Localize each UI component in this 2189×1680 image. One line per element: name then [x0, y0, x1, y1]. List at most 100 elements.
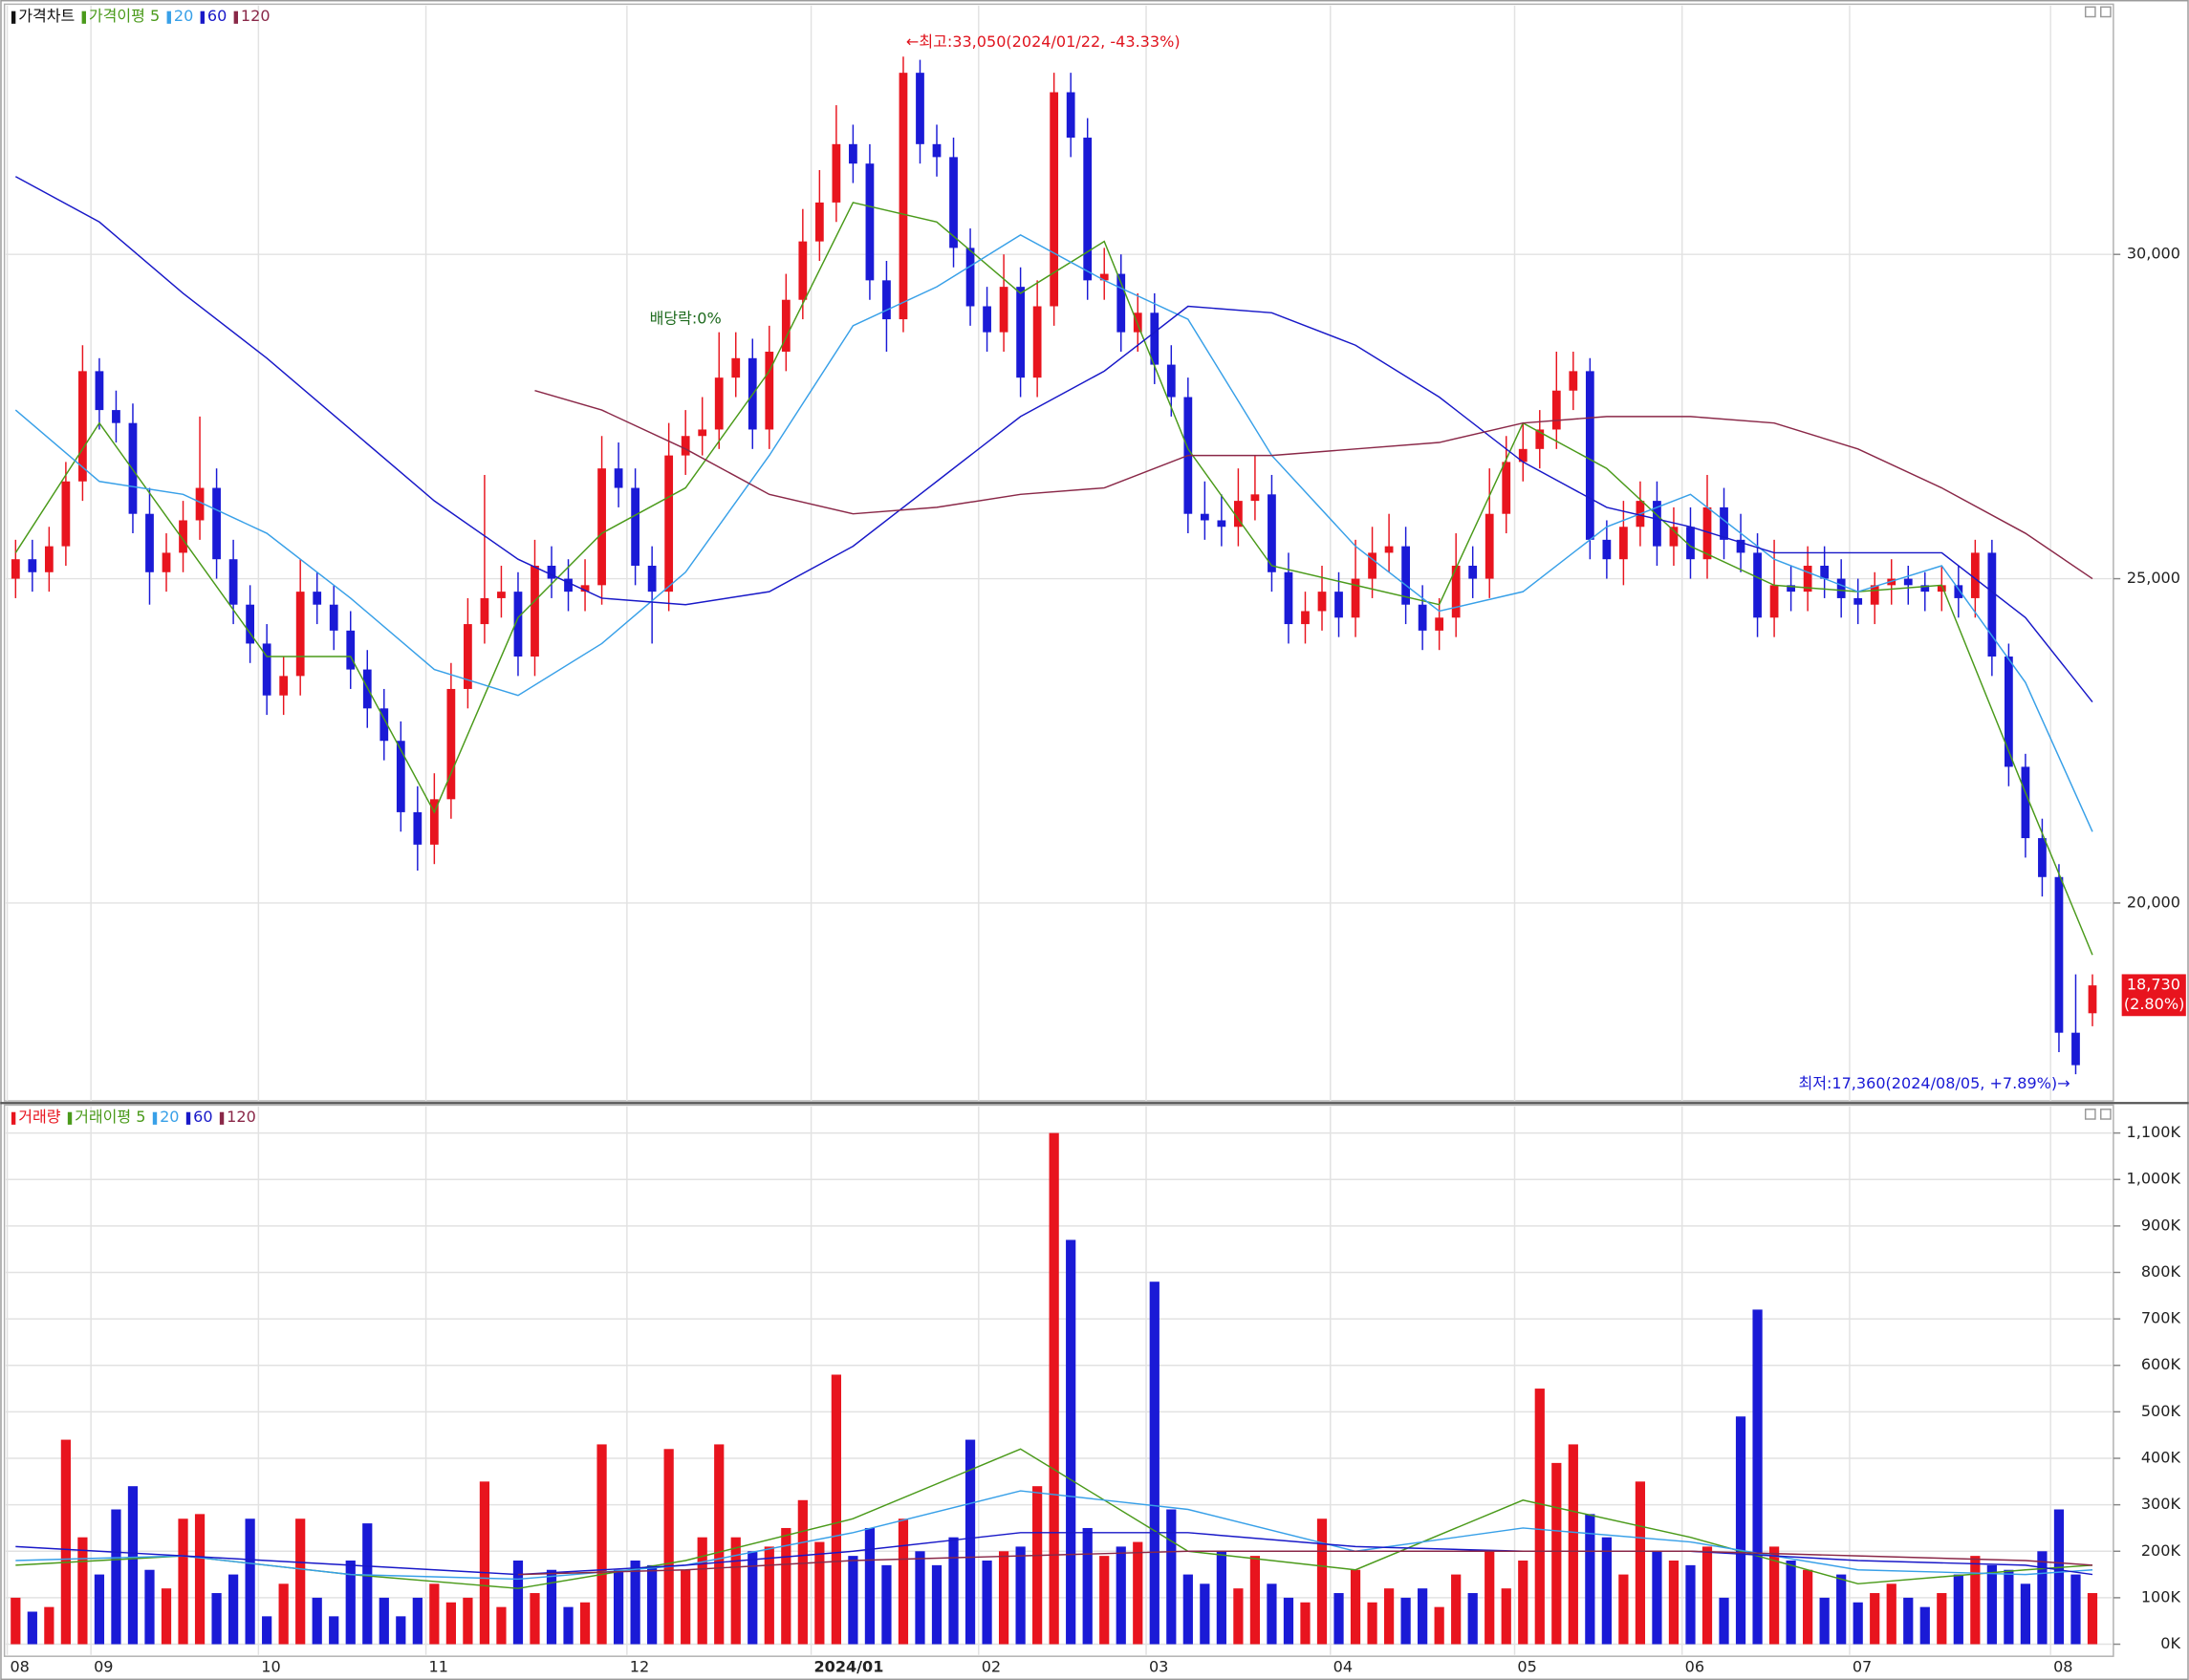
candle-body [78, 371, 87, 482]
panel-button[interactable] [2084, 1109, 2096, 1120]
volume-bar [714, 1444, 725, 1645]
candle-body [1150, 312, 1160, 365]
volume-bar [1032, 1486, 1043, 1645]
candle-body [346, 630, 356, 670]
candle-body [28, 559, 37, 572]
candle-body [279, 676, 289, 696]
x-tick-label: 12 [630, 1657, 649, 1675]
candle-body [2038, 838, 2047, 877]
moving-average-line [15, 1490, 2093, 1581]
candle-body [1535, 429, 1545, 449]
volume-bar [630, 1560, 640, 1645]
volume-bar [1099, 1556, 1110, 1645]
volume-bar [245, 1518, 255, 1645]
volume-bar [848, 1556, 858, 1645]
candle-body [781, 299, 791, 353]
legend-swatch [81, 11, 86, 24]
volume-bar [898, 1518, 909, 1645]
volume-bar [797, 1499, 808, 1645]
volume-bar [228, 1574, 239, 1645]
candle-body [128, 422, 138, 514]
volume-bar [681, 1569, 691, 1645]
candle-body [932, 143, 942, 158]
candle-body [580, 585, 590, 592]
candle-body [949, 157, 958, 248]
volume-bar [1166, 1509, 1177, 1645]
candle-body [1502, 462, 1511, 514]
candle-body [531, 565, 539, 657]
panel-button[interactable] [2084, 6, 2096, 18]
volume-bar [2070, 1574, 2081, 1645]
y-tick-label: 900K [2141, 1216, 2181, 1234]
volume-bar [11, 1597, 21, 1645]
candle-body [497, 592, 506, 598]
y-tick-label: 800K [2141, 1262, 2181, 1281]
volume-bar [1735, 1416, 1746, 1645]
volume-bar [396, 1616, 406, 1645]
volume-bar [1768, 1546, 1780, 1645]
candle-body [1435, 617, 1444, 631]
volume-bar [445, 1602, 456, 1645]
candle-body [1384, 546, 1394, 553]
legend-swatch [185, 1111, 191, 1125]
candle-body [614, 468, 623, 488]
volume-bar [1350, 1569, 1361, 1645]
candle-body [1401, 546, 1410, 605]
x-tick-label: 2024/01 [814, 1657, 884, 1675]
candle-body [1133, 312, 1142, 333]
candle-body [429, 799, 439, 845]
candle-body [983, 306, 991, 333]
candle-body [464, 624, 472, 689]
y-tick-label: 100K [2141, 1587, 2181, 1605]
legend-label: 20 [174, 7, 193, 25]
volume-bar [964, 1439, 976, 1645]
candle-body [1334, 592, 1343, 618]
candle-body [1032, 306, 1042, 378]
volume-bar [1786, 1560, 1796, 1645]
candle-body [1284, 571, 1293, 625]
legend-swatch [11, 1111, 16, 1125]
candle-body [61, 481, 71, 547]
volume-bar [998, 1551, 1009, 1645]
high-annotation: ←최고:33,050(2024/01/22, -43.33%) [906, 32, 1181, 51]
volume-bar [1568, 1444, 1578, 1645]
candle-body [1301, 611, 1310, 625]
candle-body [1803, 565, 1812, 592]
volume-bar [1585, 1514, 1595, 1645]
panel-button[interactable] [2100, 6, 2112, 18]
volume-bar [1434, 1606, 1444, 1645]
candle-body [1720, 506, 1728, 540]
candle-body [1853, 597, 1863, 605]
panel-button[interactable] [2100, 1109, 2112, 1120]
x-tick-label: 06 [1685, 1657, 1704, 1675]
volume-bar [262, 1616, 272, 1645]
volume-bar [864, 1527, 876, 1645]
candle-body [1787, 585, 1795, 592]
candle-body [1116, 273, 1126, 333]
y-tick-label: 400K [2141, 1449, 2181, 1467]
candle-body [329, 604, 338, 631]
volume-bar [211, 1593, 222, 1645]
volume-bar [1870, 1593, 1880, 1645]
volume-bar [429, 1583, 440, 1645]
candle-body [2005, 657, 2013, 767]
candle-body [2021, 766, 2030, 839]
candle-body [1016, 287, 1025, 378]
candle-body [1551, 390, 1561, 430]
volume-bar [463, 1597, 473, 1645]
candle-body [899, 73, 908, 320]
volume-bar [1701, 1546, 1713, 1645]
x-tick-label: 09 [94, 1657, 113, 1675]
volume-bar [663, 1449, 674, 1645]
candle-body [1836, 578, 1846, 598]
volume-bar [2037, 1551, 2048, 1645]
volume-bar [1501, 1588, 1511, 1645]
volume-bar [161, 1588, 172, 1645]
candle-body [1200, 513, 1209, 521]
volume-bar [1903, 1597, 1914, 1645]
volume-bar [781, 1527, 791, 1645]
legend-label: 120 [241, 7, 271, 25]
volume-bar [1534, 1389, 1545, 1645]
volume-bar [1853, 1602, 1863, 1645]
